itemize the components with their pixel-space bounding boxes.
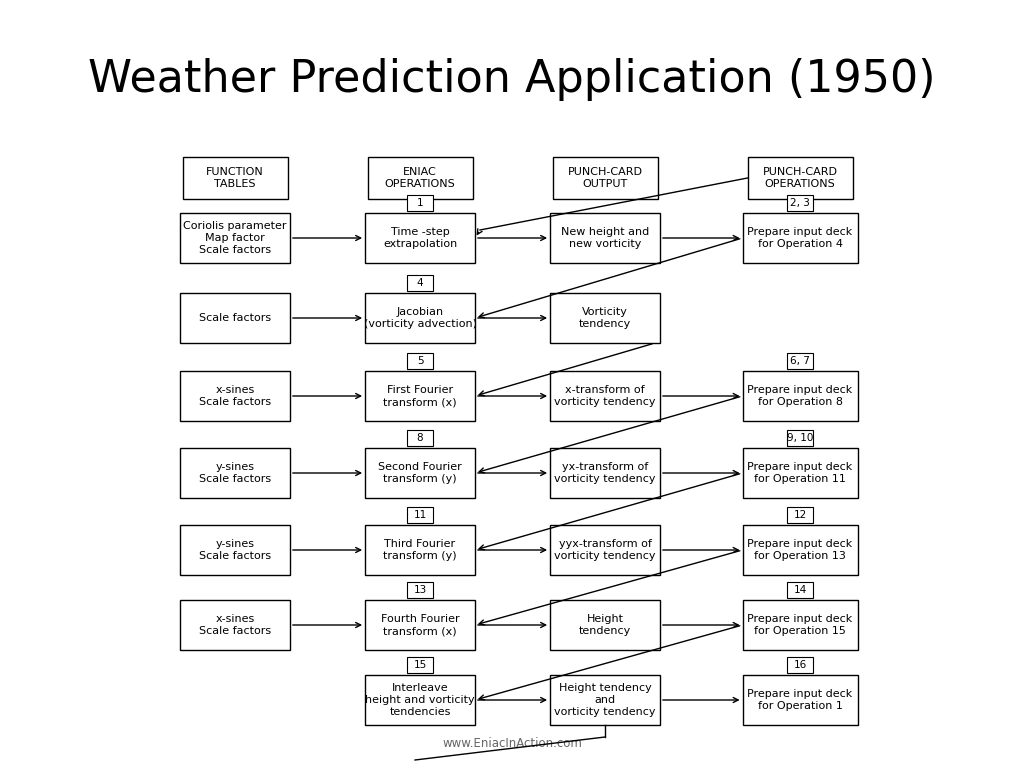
Bar (787, 195, 813, 211)
Bar (365, 675, 475, 725)
Text: x-sines
Scale factors: x-sines Scale factors (199, 614, 271, 636)
Bar (742, 525, 857, 575)
Bar (553, 157, 657, 199)
Bar (180, 448, 290, 498)
Text: First Fourier
transform (x): First Fourier transform (x) (383, 385, 457, 407)
Text: 14: 14 (794, 585, 807, 595)
Bar (787, 582, 813, 598)
Text: 9, 10: 9, 10 (786, 433, 813, 443)
Bar (368, 157, 472, 199)
Text: FUNCTION
TABLES: FUNCTION TABLES (206, 167, 264, 189)
Text: Height
tendency: Height tendency (579, 614, 631, 636)
Bar (365, 371, 475, 421)
Text: Prepare input deck
for Operation 4: Prepare input deck for Operation 4 (748, 227, 853, 249)
Bar (407, 195, 433, 211)
Bar (180, 600, 290, 650)
Bar (550, 371, 660, 421)
Bar (180, 525, 290, 575)
Text: y-sines
Scale factors: y-sines Scale factors (199, 539, 271, 561)
Bar (748, 157, 853, 199)
Text: 16: 16 (794, 660, 807, 670)
Bar (550, 600, 660, 650)
Bar (550, 293, 660, 343)
Text: Third Fourier
transform (y): Third Fourier transform (y) (383, 539, 457, 561)
Bar (365, 600, 475, 650)
Text: 1: 1 (417, 198, 423, 208)
Text: Vorticity
tendency: Vorticity tendency (579, 306, 631, 329)
Text: Second Fourier
transform (y): Second Fourier transform (y) (378, 462, 462, 484)
Text: 12: 12 (794, 510, 807, 520)
Bar (407, 657, 433, 673)
Text: PUNCH-CARD
OUTPUT: PUNCH-CARD OUTPUT (567, 167, 642, 189)
Bar (787, 430, 813, 446)
Bar (407, 353, 433, 369)
Bar (365, 525, 475, 575)
Text: 5: 5 (417, 356, 423, 366)
Text: Prepare input deck
for Operation 1: Prepare input deck for Operation 1 (748, 689, 853, 711)
Text: 8: 8 (417, 433, 423, 443)
Text: 2, 3: 2, 3 (791, 198, 810, 208)
Bar (407, 582, 433, 598)
Bar (550, 213, 660, 263)
Text: Time -step
extrapolation: Time -step extrapolation (383, 227, 457, 249)
Text: Fourth Fourier
transform (x): Fourth Fourier transform (x) (381, 614, 460, 636)
Bar (550, 525, 660, 575)
Bar (407, 275, 433, 291)
Bar (742, 371, 857, 421)
Bar (787, 657, 813, 673)
Text: 6, 7: 6, 7 (791, 356, 810, 366)
Bar (407, 430, 433, 446)
Text: Prepare input deck
for Operation 8: Prepare input deck for Operation 8 (748, 385, 853, 407)
Text: Prepare input deck
for Operation 11: Prepare input deck for Operation 11 (748, 462, 853, 484)
Bar (742, 213, 857, 263)
Bar (365, 213, 475, 263)
Text: ENIAC
OPERATIONS: ENIAC OPERATIONS (385, 167, 456, 189)
Bar (550, 675, 660, 725)
Text: 13: 13 (414, 585, 427, 595)
Bar (742, 448, 857, 498)
Bar (742, 600, 857, 650)
Text: 4: 4 (417, 278, 423, 288)
Text: y-sines
Scale factors: y-sines Scale factors (199, 462, 271, 484)
Bar (787, 353, 813, 369)
Bar (365, 293, 475, 343)
Text: www.EniacInAction.com: www.EniacInAction.com (442, 737, 582, 750)
Text: yx-transform of
vorticity tendency: yx-transform of vorticity tendency (554, 462, 655, 484)
Text: Coriolis parameter
Map factor
Scale factors: Coriolis parameter Map factor Scale fact… (183, 220, 287, 256)
Text: 15: 15 (414, 660, 427, 670)
Text: x-sines
Scale factors: x-sines Scale factors (199, 385, 271, 407)
Bar (180, 371, 290, 421)
Bar (180, 293, 290, 343)
Text: Prepare input deck
for Operation 15: Prepare input deck for Operation 15 (748, 614, 853, 636)
Bar (787, 507, 813, 523)
Text: Weather Prediction Application (1950): Weather Prediction Application (1950) (88, 58, 936, 101)
Bar (742, 675, 857, 725)
Text: Jacobian
(vorticity advection): Jacobian (vorticity advection) (364, 306, 476, 329)
Text: x-transform of
vorticity tendency: x-transform of vorticity tendency (554, 385, 655, 407)
Text: Prepare input deck
for Operation 13: Prepare input deck for Operation 13 (748, 539, 853, 561)
Bar (180, 213, 290, 263)
Bar (182, 157, 288, 199)
Text: PUNCH-CARD
OPERATIONS: PUNCH-CARD OPERATIONS (763, 167, 838, 189)
Bar (550, 448, 660, 498)
Bar (407, 507, 433, 523)
Text: Height tendency
and
vorticity tendency: Height tendency and vorticity tendency (554, 683, 655, 717)
Bar (365, 448, 475, 498)
Text: New height and
new vorticity: New height and new vorticity (561, 227, 649, 249)
Text: yyx-transform of
vorticity tendency: yyx-transform of vorticity tendency (554, 539, 655, 561)
Text: 11: 11 (414, 510, 427, 520)
Text: Scale factors: Scale factors (199, 313, 271, 323)
Text: Interleave
height and vorticity
tendencies: Interleave height and vorticity tendenci… (366, 683, 475, 717)
